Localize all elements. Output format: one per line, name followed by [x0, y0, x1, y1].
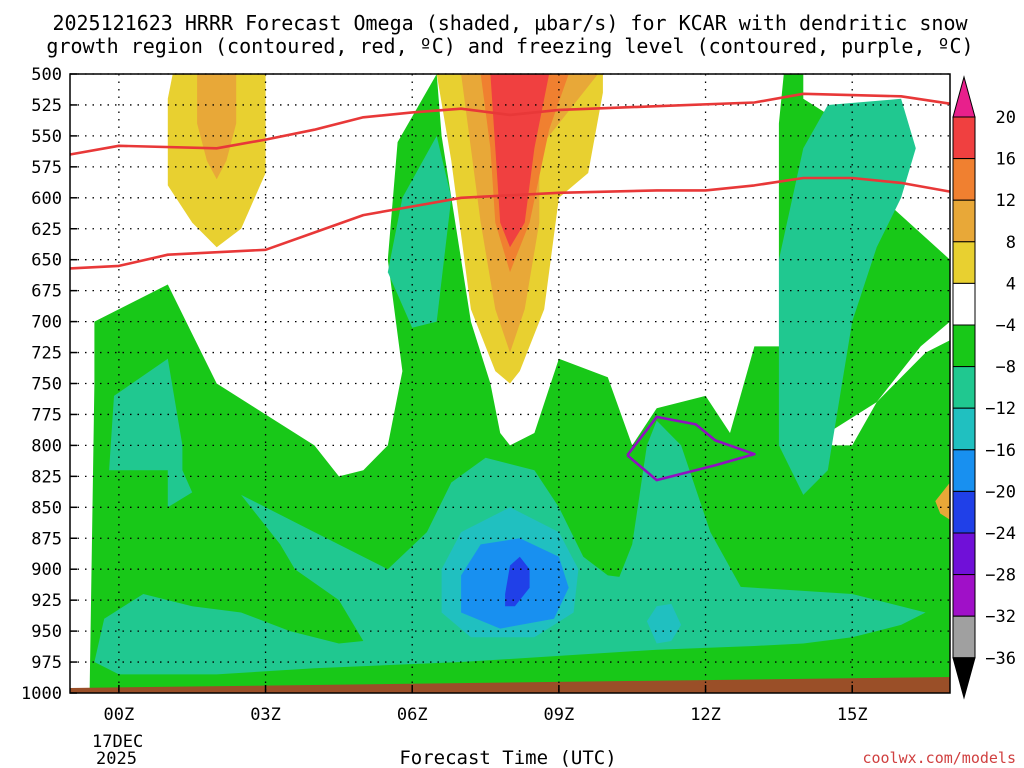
colorbar-segment-9 — [952, 490, 976, 534]
chart-title-line-1: 2025121623 HRRR Forecast Omega (shaded, … — [52, 11, 968, 35]
colorbar-label-10: −24 — [985, 524, 1016, 544]
x-date-label-year: 2025 — [96, 749, 137, 768]
colorbar-segment-12 — [952, 615, 976, 659]
y-tick-label-14: 850 — [31, 498, 62, 518]
colorbar-segment-8 — [952, 449, 976, 492]
omega-region-white-16 — [920, 92, 941, 173]
y-tick-label-11: 775 — [31, 405, 62, 425]
colorbar-label-13: −36 — [985, 649, 1016, 669]
x-tick-label-2: 06Z — [397, 705, 428, 725]
omega-region-gold-12 — [197, 74, 237, 180]
colorbar-segment-0 — [952, 116, 976, 160]
colorbar-segment-3 — [952, 241, 976, 284]
omega-region-teal-5 — [607, 420, 745, 625]
colorbar-label-3: 8 — [1006, 233, 1016, 253]
colorbar-bottom-arrow — [952, 657, 976, 700]
colorbar-label-12: −32 — [985, 607, 1016, 627]
credit-text: coolwx.com/models — [862, 749, 1016, 767]
colorbar-segment-11 — [952, 574, 976, 617]
y-axis-tick-labels: 500 525 550 575 600 625 650 675 700 725 750 775 800 8… — [21, 65, 62, 704]
freezing-level-contour — [626, 415, 756, 482]
colorbar-label-6: −8 — [996, 358, 1016, 378]
y-tick-label-10: 750 — [31, 375, 62, 395]
omega-region-navy-9 — [505, 556, 530, 607]
colorbar-segment-4 — [952, 282, 976, 326]
colorbar: 20 16 12 8 4 −4 −8 −12 −16 −20 −24 −28 −32 −36 — [952, 75, 1016, 700]
y-tick-label-3: 575 — [31, 158, 62, 178]
colorbar-label-11: −28 — [985, 566, 1016, 586]
y-tick-label-4: 600 — [31, 189, 62, 209]
omega-region-teal-3 — [387, 135, 452, 328]
y-tick-label-7: 675 — [31, 282, 62, 302]
colorbar-segment-1 — [952, 158, 976, 201]
dgz-top-contour — [69, 92, 951, 156]
x-axis-label: Forecast Time (UTC) — [399, 747, 616, 768]
colorbar-segment-7 — [952, 407, 976, 451]
x-tick-label-3: 09Z — [544, 705, 575, 725]
x-tick-label-1: 03Z — [250, 705, 281, 725]
colorbar-label-2: 12 — [996, 191, 1016, 211]
plot-area — [69, 73, 951, 694]
y-tick-label-9: 725 — [31, 344, 62, 364]
x-axis-tick-labels: 00Z 03Z 06Z 09Z 12Z 15Z — [104, 705, 868, 725]
y-tick-label-12: 800 — [31, 436, 62, 456]
y-tick-label-5: 625 — [31, 220, 62, 240]
y-tick-label-20: 1000 — [21, 684, 62, 704]
x-tick-label-0: 00Z — [104, 705, 135, 725]
colorbar-label-7: −12 — [985, 399, 1016, 419]
colorbar-label-1: 16 — [996, 150, 1016, 170]
dgz-bottom-contour — [69, 176, 951, 270]
y-tick-label-6: 650 — [31, 251, 62, 271]
y-tick-label-19: 975 — [31, 653, 62, 673]
colorbar-segment-2 — [952, 199, 976, 243]
colorbar-label-9: −20 — [985, 482, 1016, 502]
y-tick-label-1: 525 — [31, 96, 62, 116]
terrain-ground — [70, 677, 950, 693]
x-tick-label-4: 12Z — [690, 705, 721, 725]
colorbar-label-4: 4 — [1006, 274, 1016, 294]
omega-region-red-15 — [490, 74, 550, 248]
chart-title-line-2: growth region (contoured, red, ºC) and f… — [46, 34, 973, 58]
omega-region-gold-17 — [935, 482, 950, 520]
y-tick-label-0: 500 — [31, 65, 62, 85]
colorbar-segment-10 — [952, 532, 976, 576]
y-tick-label-2: 550 — [31, 127, 62, 147]
colorbar-label-5: −4 — [996, 316, 1016, 336]
y-tick-label-15: 875 — [31, 529, 62, 549]
y-tick-label-16: 900 — [31, 560, 62, 580]
x-date-label-day: 17DEC — [92, 732, 143, 752]
y-tick-label-8: 700 — [31, 313, 62, 333]
omega-region-cyan-7 — [646, 603, 682, 644]
colorbar-top-arrow — [952, 75, 976, 118]
y-tick-label-18: 950 — [31, 622, 62, 642]
y-tick-label-17: 925 — [31, 591, 62, 611]
x-tick-label-5: 15Z — [837, 705, 868, 725]
colorbar-segment-5 — [952, 324, 976, 368]
colorbar-label-8: −16 — [985, 441, 1016, 461]
y-tick-label-13: 825 — [31, 467, 62, 487]
colorbar-label-0: 20 — [996, 108, 1016, 128]
colorbar-segment-6 — [952, 366, 976, 409]
